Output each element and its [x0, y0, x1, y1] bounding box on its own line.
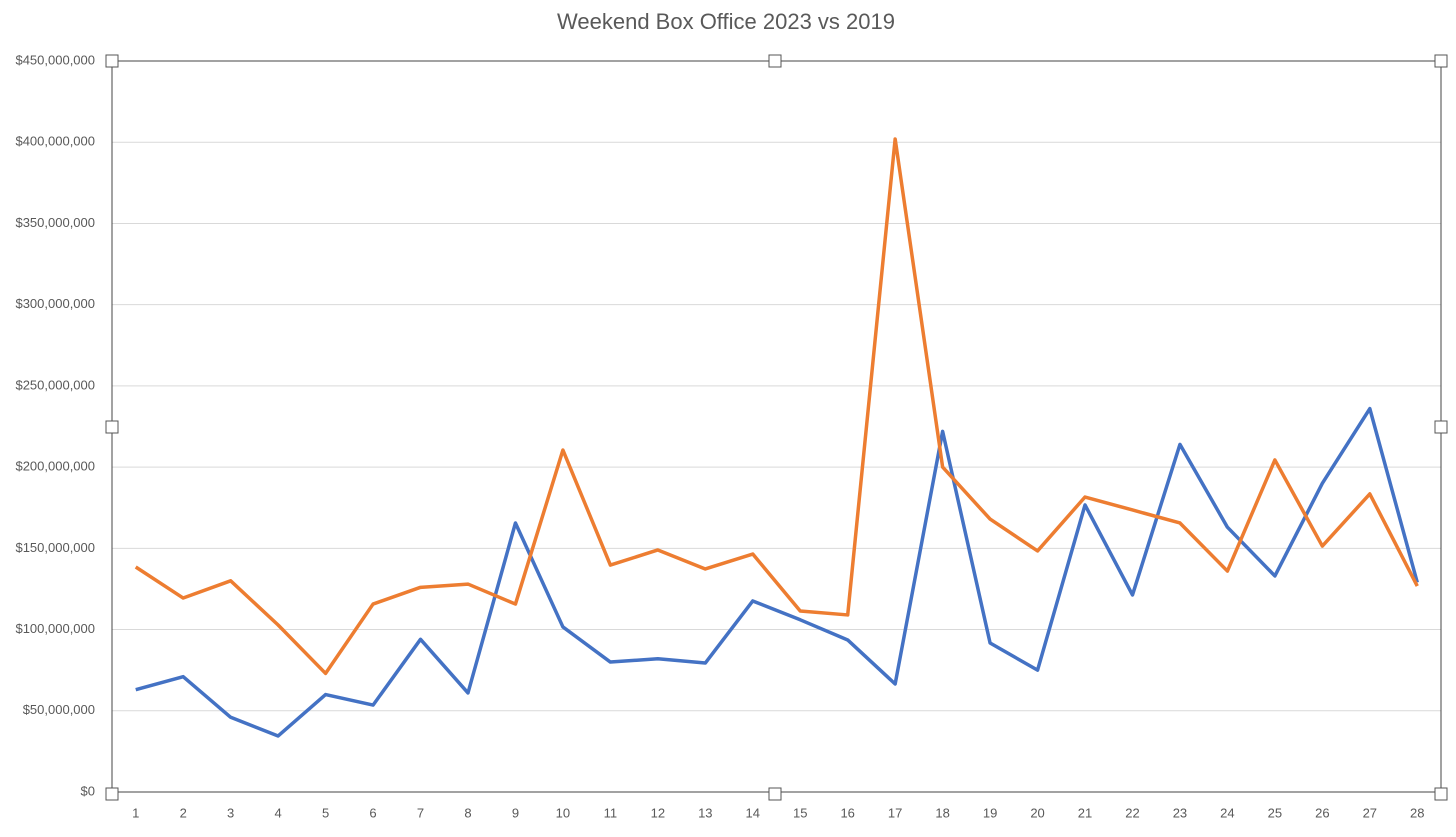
x-tick-label: 8 [464, 805, 471, 820]
y-tick-label: $350,000,000 [15, 215, 95, 230]
x-tick-label: 12 [651, 805, 665, 820]
y-tick-label: $50,000,000 [23, 702, 95, 717]
x-tick-label: 23 [1173, 805, 1187, 820]
y-tick-label: $150,000,000 [15, 540, 95, 555]
x-tick-label: 21 [1078, 805, 1092, 820]
handle [105, 787, 119, 801]
y-tick-label: $400,000,000 [15, 134, 95, 149]
chart-frame [111, 60, 1442, 793]
grid [112, 60, 1441, 793]
chart-title: Weekend Box Office 2023 vs 2019 [557, 9, 895, 34]
y-tick-label: $250,000,000 [15, 377, 95, 392]
selection-handles [105, 54, 1448, 801]
handle [105, 54, 119, 68]
x-tick-label: 7 [417, 805, 424, 820]
x-tick-label: 24 [1220, 805, 1234, 820]
series-line [134, 137, 1419, 676]
handle [768, 787, 782, 801]
x-tick-label: 14 [746, 805, 760, 820]
x-tick-label: 28 [1410, 805, 1424, 820]
handle [1434, 787, 1448, 801]
handle [768, 54, 782, 68]
x-tick-label: 11 [604, 805, 618, 820]
handle [105, 420, 119, 434]
x-tick-label: 18 [935, 805, 949, 820]
x-tick-label: 26 [1315, 805, 1329, 820]
x-tick-label: 27 [1363, 805, 1377, 820]
x-tick-label: 25 [1268, 805, 1282, 820]
x-tick-label: 4 [275, 805, 282, 820]
x-tick-label: 2 [180, 805, 187, 820]
x-tick-label: 15 [793, 805, 807, 820]
y-tick-label: $200,000,000 [15, 459, 95, 474]
x-tick-label: 16 [840, 805, 854, 820]
handle [1434, 54, 1448, 68]
x-tick-label: 3 [227, 805, 234, 820]
x-tick-label: 10 [556, 805, 570, 820]
x-tick-label: 6 [369, 805, 376, 820]
x-tick-label: 22 [1125, 805, 1139, 820]
x-tick-label: 9 [512, 805, 519, 820]
plot-area [134, 137, 1419, 738]
x-tick-label: 20 [1030, 805, 1044, 820]
y-tick-label: $100,000,000 [15, 621, 95, 636]
x-tick-label: 19 [983, 805, 997, 820]
y-tick-label: $450,000,000 [15, 52, 95, 67]
y-tick-label: $0 [81, 783, 95, 798]
x-tick-label: 5 [322, 805, 329, 820]
handle [1434, 420, 1448, 434]
series-line [135, 406, 1419, 738]
y-tick-label: $300,000,000 [15, 296, 95, 311]
x-tick-label: 1 [132, 805, 139, 820]
x-tick-label: 13 [698, 805, 712, 820]
x-tick-label: 17 [888, 805, 902, 820]
